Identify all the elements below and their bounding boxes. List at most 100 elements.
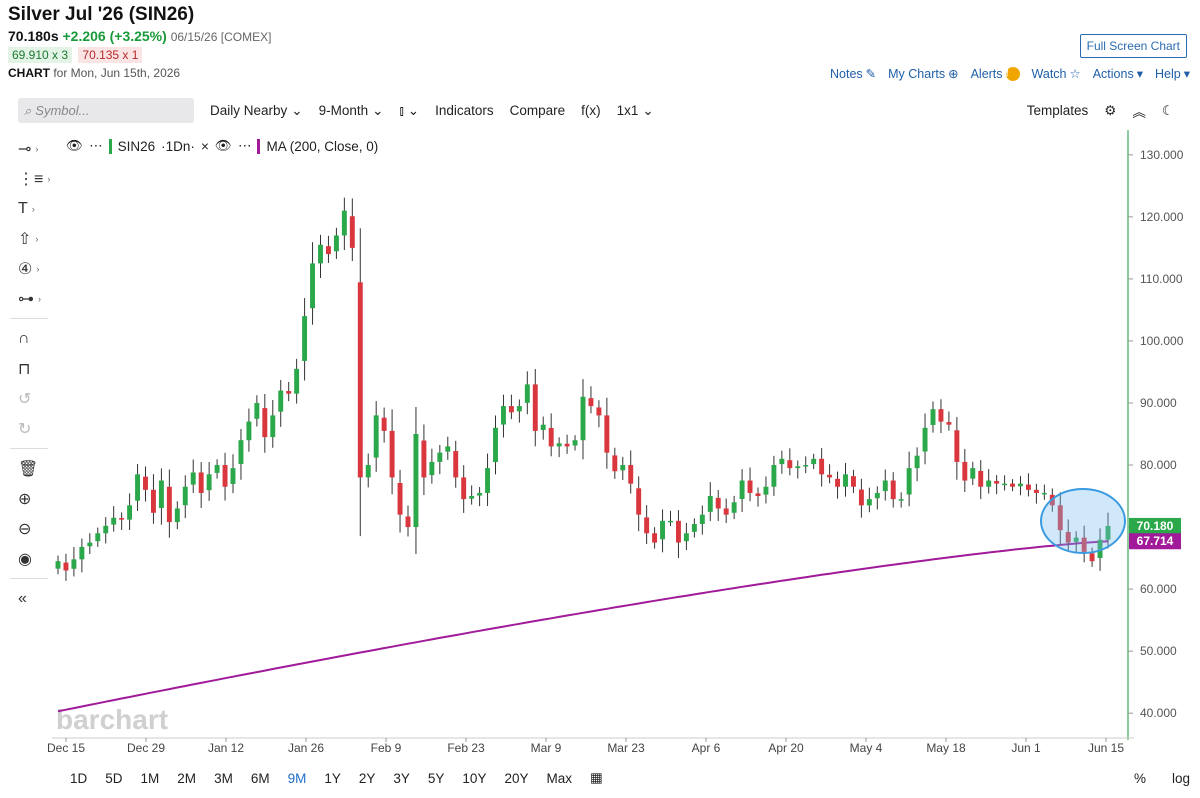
compare-button[interactable]: Compare [509,103,566,118]
candle-body [1057,505,1063,531]
candle-body [866,499,872,506]
candle-body [906,468,912,495]
count-tool-icon[interactable]: ④ › [18,261,40,278]
text-tool-icon[interactable]: T › [18,200,35,217]
my-charts-link[interactable]: My Charts ⊕ [888,66,958,82]
watch-link[interactable]: Watch ☆ [1031,66,1081,82]
range-button-2m[interactable]: 2M [177,770,197,786]
legend-symbol: SIN26 [117,138,156,154]
candle-body [850,476,856,487]
y-tick-label: 80.000 [1140,458,1177,472]
range-button-5d[interactable]: 5D [105,770,123,786]
y-tick-label: 120.000 [1140,210,1184,224]
range-button-6m[interactable]: 6M [250,770,270,786]
close-icon[interactable]: × [200,138,209,154]
symbol-title: Silver Jul '26 (SIN26) [8,4,195,25]
arrow-up-tool-icon[interactable]: ⇧ › [18,231,39,248]
candle-body [500,406,506,425]
candle-body [349,216,355,248]
range-button-1m[interactable]: 1M [140,770,160,786]
collapse-sidebar-icon[interactable]: « [18,590,27,607]
range-button-1y[interactable]: 1Y [324,770,341,786]
log-toggle[interactable]: log [1171,770,1190,786]
candle-body [1089,553,1095,562]
candle-body [644,517,650,534]
eye-icon[interactable]: 👁 [66,138,84,153]
range-button-20y[interactable]: 20Y [504,770,529,786]
period-dropdown[interactable]: Daily Nearby ⌄ [210,103,303,119]
candle-body [437,452,443,462]
templates-button[interactable]: Templates [1026,103,1089,118]
candle-body [938,409,944,422]
candle-body [469,496,475,499]
redo-icon[interactable]: ↻ [18,421,32,438]
alerts-link[interactable]: Alerts! [971,66,1020,81]
fibonacci-tool-icon[interactable]: ⋮≡ › [18,171,51,188]
range-button-3m[interactable]: 3M [214,770,233,786]
actions-menu[interactable]: Actions ▾ [1093,66,1143,82]
range-button-5y[interactable]: 5Y [427,770,445,786]
percent-toggle[interactable]: % [1133,770,1146,786]
magnet-icon[interactable]: ∩ [18,330,30,347]
indicators-button[interactable]: Indicators [435,103,494,118]
candle-body [143,476,148,490]
full-screen-chart-button[interactable]: Full Screen Chart [1079,34,1187,58]
dark-mode-moon-icon[interactable]: ☾ [1161,102,1174,118]
range-button-10y[interactable]: 10Y [462,770,487,786]
candle-body [1073,537,1079,542]
range-button-2y[interactable]: 2Y [358,770,376,786]
calendar-icon[interactable]: ▦ [590,770,603,785]
candle-body [389,430,395,478]
visibility-eye-icon[interactable]: ◉ [18,551,32,568]
chart-legend: 👁 ⋯ SIN26 ·1Dn· × 👁 ⋯ MA (200, Close, 0) [66,138,378,154]
candle-body [819,458,825,475]
eye-icon[interactable]: 👁 [214,138,232,153]
candle-body [150,489,156,513]
chart-toolbar: ⌕ Symbol... Daily Nearby ⌄ 9-Month ⌄ ⫾ ⌄ In… [18,97,1174,124]
unlock-icon[interactable]: ⊓ [18,361,31,378]
symbol-search-input[interactable]: ⌕ Symbol... [18,98,194,123]
x-tick-label: Jan 12 [208,741,244,755]
collapse-up-icon[interactable]: ︽ [1132,104,1146,120]
trash-icon[interactable]: 🗑 [18,461,39,478]
range-buttons: 1D 5D 1M 2M 3M 6M 9M 1Y 2Y 3Y 5Y 10Y 20Y Max [60,771,580,786]
chart-type-dropdown[interactable]: ⫾ ⌄ [399,103,419,119]
zoom-in-icon[interactable]: ⊕ [18,491,32,508]
more-icon[interactable]: ⋯ [89,138,103,153]
candle-body [174,508,180,523]
candle-body [739,480,745,499]
help-menu[interactable]: Help ▾ [1155,66,1190,82]
search-icon: ⌕ [24,102,32,118]
layout-dropdown[interactable]: 1x1 ⌄ [617,103,654,119]
x-tick-label: Mar 9 [531,741,562,755]
candle-body [135,474,141,501]
range-button-3y[interactable]: 3Y [393,770,410,786]
candle-body [278,390,284,412]
edit-icon: ✎ [865,67,877,81]
candle-body [190,472,196,485]
notes-link[interactable]: Notes ✎ [830,66,877,82]
candle-body [858,489,864,506]
period-label: Daily Nearby [210,103,288,118]
last-price-tag [1129,517,1181,534]
candle-body [532,384,538,431]
function-button[interactable]: f(x) [581,103,601,118]
settings-gear-icon[interactable]: ⚙ [1104,102,1117,118]
chevron-down-icon: ⌄ [642,102,654,118]
range-dropdown[interactable]: 9-Month ⌄ [319,103,384,119]
trendline-tool-icon[interactable]: ⊸ › [18,141,39,158]
zoom-out-icon[interactable]: ⊖ [18,521,32,538]
range-button-9m[interactable]: 9M [287,770,307,786]
candle-body [978,470,984,487]
candle-body [564,443,570,447]
range-button-max[interactable]: Max [546,770,572,786]
legend-interval: ·1Dn· [161,138,195,154]
more-icon[interactable]: ⋯ [237,138,252,153]
range-button-1d[interactable]: 1D [70,770,88,786]
candle-body [262,408,268,438]
measure-tool-icon[interactable]: ⊶ › [18,291,41,308]
candle-body [166,486,172,523]
watch-label: Watch [1031,66,1067,81]
undo-icon[interactable]: ↺ [18,391,32,408]
